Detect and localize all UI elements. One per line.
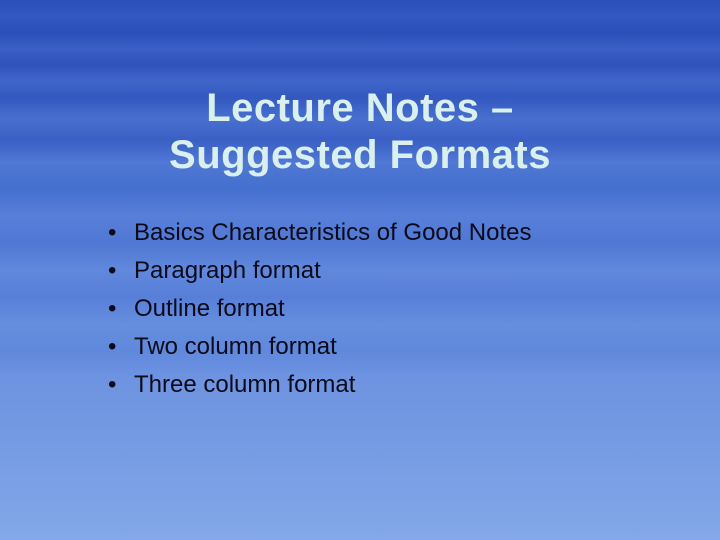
bullet-text: Outline format <box>134 293 285 325</box>
bullet-text: Two column format <box>134 331 337 363</box>
bullet-icon: • <box>108 217 134 249</box>
bullet-icon: • <box>108 255 134 287</box>
bullet-icon: • <box>108 331 134 363</box>
bullet-item: • Outline format <box>108 293 650 325</box>
bullet-text: Three column format <box>134 369 355 401</box>
bullet-item: • Basics Characteristics of Good Notes <box>108 217 650 249</box>
bullet-list: • Basics Characteristics of Good Notes •… <box>70 217 650 401</box>
title-line-1: Lecture Notes – <box>70 85 650 132</box>
bullet-item: • Paragraph format <box>108 255 650 287</box>
slide-title: Lecture Notes – Suggested Formats <box>70 85 650 179</box>
bullet-icon: • <box>108 293 134 325</box>
bullet-icon: • <box>108 369 134 401</box>
bullet-text: Basics Characteristics of Good Notes <box>134 217 532 249</box>
bullet-item: • Three column format <box>108 369 650 401</box>
title-line-2: Suggested Formats <box>70 132 650 179</box>
bullet-text: Paragraph format <box>134 255 321 287</box>
slide-container: Lecture Notes – Suggested Formats • Basi… <box>0 0 720 540</box>
bullet-item: • Two column format <box>108 331 650 363</box>
